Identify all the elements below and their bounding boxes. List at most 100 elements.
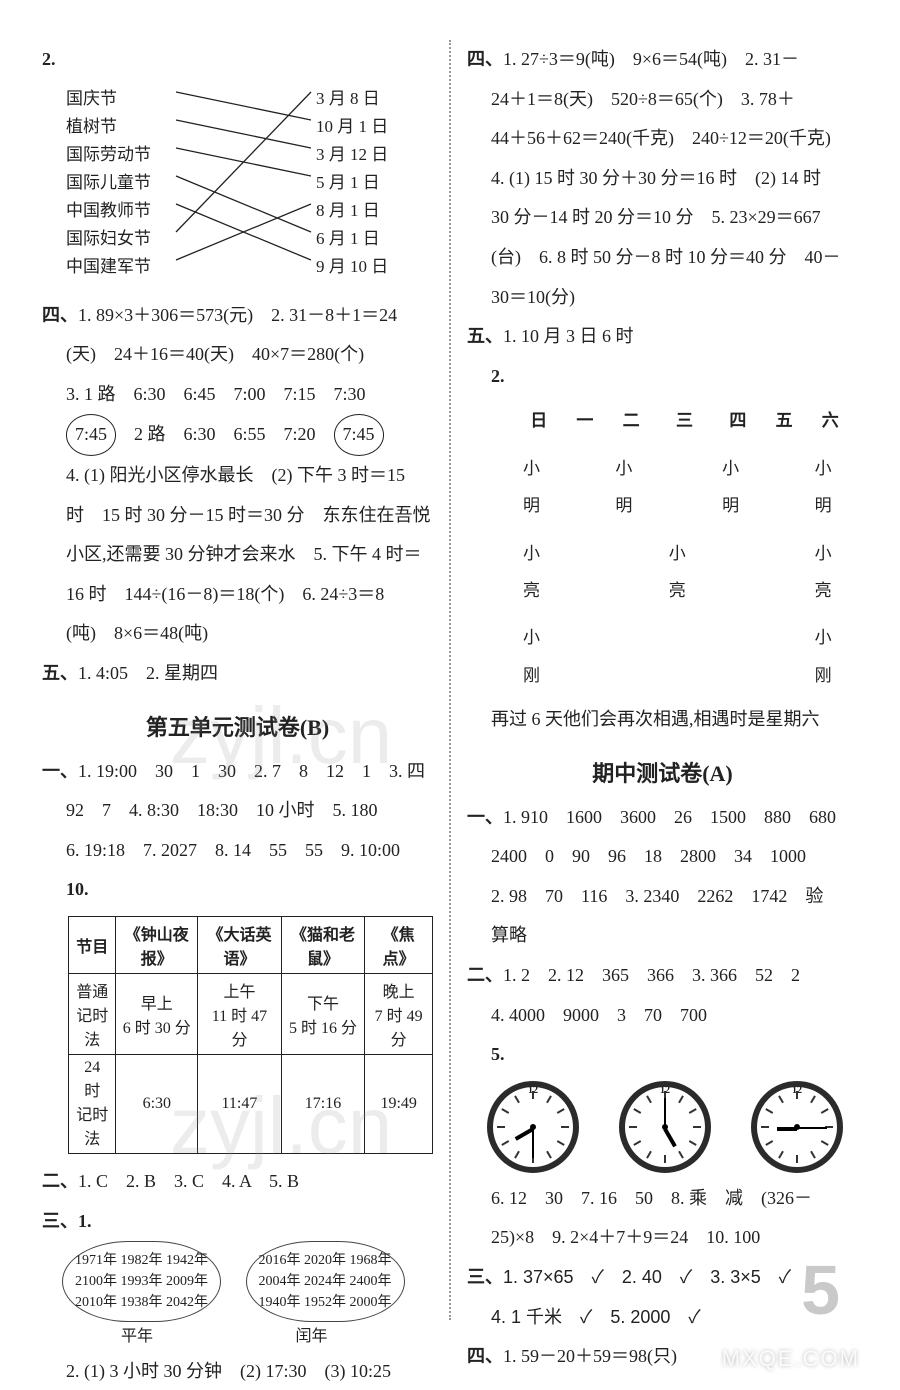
m2-l3: 6. 12 30 7. 16 50 8. 乘 减 (326－ xyxy=(491,1179,858,1219)
sched-cell xyxy=(766,531,803,614)
l-sec4-l4: 7:45 2 路 6:30 6:55 7:20 7:45 xyxy=(66,414,433,456)
midterm-a-title: 期中测试卷(A) xyxy=(467,756,858,788)
tv-cell: 19:49 xyxy=(365,1054,433,1153)
b1-table-num: 10. xyxy=(66,879,89,899)
sched-cell: 小明 xyxy=(513,446,564,529)
b3: 三、1. xyxy=(42,1202,433,1242)
l-sec4-l4b: 2 路 6:30 6:55 7:20 xyxy=(116,424,334,444)
l-sec4-l2: (天) 24＋16＝40(天) 40×7＝280(个) xyxy=(66,335,433,375)
sched-cell xyxy=(566,446,603,529)
r-sec4-l1t: 1. 27÷3＝9(吨) 9×6＝54(吨) 2. 31－ xyxy=(503,49,799,69)
footer-watermark: MXQE.COM xyxy=(722,1346,860,1372)
sched-cell xyxy=(566,615,603,698)
unit5-test-b-title: 第五单元测试卷(B) xyxy=(42,710,433,742)
m3-l1: 三、1. 37×65 ✓ 2. 40 ✓ 3. 3×5 ✓ xyxy=(467,1258,858,1298)
b1-l3: 6. 19:18 7. 2027 8. 14 55 55 9. 10:00 xyxy=(66,831,433,871)
m2-l2: 4. 4000 9000 3 70 700 xyxy=(491,996,858,1036)
clock-2: 12 xyxy=(751,1081,843,1173)
clock-pin xyxy=(662,1124,668,1130)
year-labels: 平年 闰年 xyxy=(52,1322,433,1346)
sched-cell xyxy=(566,531,603,614)
r-sec4-l5: 30 分－14 时 20 分＝10 分 5. 23×29＝667 xyxy=(491,198,858,238)
m3-head: 三、 xyxy=(467,1267,503,1287)
b1-l1t: 1. 19:00 30 1 30 2. 7 8 12 1 3. 四 xyxy=(78,761,425,781)
run-bubble: 2016年 2020年 1968年2004年 2024年 2400年1940年 … xyxy=(246,1241,405,1322)
b1-l1: 一、1. 19:00 30 1 30 2. 7 8 12 1 3. 四 xyxy=(42,752,433,792)
clock-pin xyxy=(530,1124,536,1130)
r-sec4-l7: 30＝10(分) xyxy=(491,278,858,318)
r-sec5-head: 五、 xyxy=(467,326,503,346)
sched-cell: 小亮 xyxy=(805,531,856,614)
m2-l1: 二、1. 2 2. 12 365 366 3. 366 52 2 xyxy=(467,956,858,996)
sched-cell: 小明 xyxy=(712,446,763,529)
b1-head: 一、 xyxy=(42,761,78,781)
b2-txt: 1. C 2. B 3. C 4. A 5. B xyxy=(78,1171,299,1191)
r-sec4-l3: 44＋56＋62＝240(千克) 240÷12＝20(千克) xyxy=(491,119,858,159)
tv-cell: 普通记时法 xyxy=(69,973,116,1054)
tv-cell: 6:30 xyxy=(116,1054,198,1153)
tv-cell: 上午11 时 47 分 xyxy=(198,973,281,1054)
tv-head-cell: 《钟山夜报》 xyxy=(116,916,198,973)
clock-pin xyxy=(794,1124,800,1130)
b1-tnum: 10. xyxy=(66,870,433,910)
l-sec5-head: 五、 xyxy=(42,663,78,683)
sched-cell: 小刚 xyxy=(513,615,564,698)
r-sec5-n2: 2. xyxy=(491,366,505,386)
left-column: 2. 国庆节植树节国际劳动节国际儿童节中国教师节国际妇女节中国建军节3 月 8 … xyxy=(30,40,445,1360)
sched-cell xyxy=(766,446,803,529)
clock-0: 12 xyxy=(487,1081,579,1173)
l-sec4-l8: 16 时 144÷(16－8)＝18(个) 6. 24÷3＝8 xyxy=(66,575,433,615)
l-sec4-l5: 4. (1) 阳光小区停水最长 (2) 下午 3 时＝15 xyxy=(66,456,433,496)
right-column: 四、1. 27÷3＝9(吨) 9×6＝54(吨) 2. 31－ 24＋1＝8(天… xyxy=(455,40,870,1360)
sched-cell: 四 xyxy=(712,398,763,443)
sched-cell: 小明 xyxy=(605,446,656,529)
tv-head-cell: 《焦点》 xyxy=(365,916,433,973)
m1-l1t: 1. 910 1600 3600 26 1500 880 680 xyxy=(503,807,836,827)
sched-cell xyxy=(659,446,710,529)
tv-cell: 11:47 xyxy=(198,1054,281,1153)
year-bubbles: 1971年 1982年 1942年2100年 1993年 2009年2010年 … xyxy=(52,1241,433,1322)
match-lines xyxy=(66,80,426,276)
m1-l2: 2400 0 90 96 18 2800 34 1000 xyxy=(491,837,858,877)
page-number: 5 xyxy=(801,1250,840,1330)
b3-num1: 1. xyxy=(78,1211,92,1231)
l-sec5: 五、1. 4:05 2. 星期四 xyxy=(42,654,433,694)
m1-l4: 算略 xyxy=(491,916,858,956)
clock-1: 12 xyxy=(619,1081,711,1173)
tv-cell: 24 时记时法 xyxy=(69,1054,116,1153)
l-sec4-l9: (吨) 8×6＝48(吨) xyxy=(66,614,433,654)
r-sec4-l4: 4. (1) 15 时 30 分＋30 分＝16 时 (2) 14 时 xyxy=(491,159,858,199)
m2-cn: 5. xyxy=(491,1044,505,1064)
l-sec4-l6: 时 15 时 30 分－15 时＝30 分 东东住在吾悦 xyxy=(66,496,433,536)
m2-clocks-num: 5. xyxy=(491,1035,858,1075)
r-sec5-num2: 2. 日一二三四五六小明小明小明小明小亮小亮小亮小刚小刚 xyxy=(491,357,858,700)
tv-cell: 晚上7 时 49 分 xyxy=(365,973,433,1054)
m2-l1t: 1. 2 2. 12 365 366 3. 366 52 2 xyxy=(503,965,800,985)
weekly-schedule: 日一二三四五六小明小明小明小明小亮小亮小亮小刚小刚 xyxy=(511,396,858,700)
m1-l3: 2. 98 70 116 3. 2340 2262 1742 验 xyxy=(491,877,858,917)
tv-head-cell: 《大话英语》 xyxy=(198,916,281,973)
r-sec4-l1: 四、1. 27÷3＝9(吨) 9×6＝54(吨) 2. 31－ xyxy=(467,40,858,80)
minute-hand xyxy=(532,1128,534,1158)
m3-txt: 1. 37×65 ✓ 2. 40 ✓ 3. 3×5 ✓ xyxy=(503,1267,791,1287)
ping-label: 平年 xyxy=(52,1322,222,1346)
l-sec4-l7: 小区,还需要 30 分钟才会来水 5. 下午 4 时＝ xyxy=(66,535,433,575)
tv-head-cell: 节目 xyxy=(69,916,116,973)
r-sec4-l6: (台) 6. 8 时 50 分－8 时 10 分＝40 分 40－ xyxy=(491,238,858,278)
m4-txt: 1. 59－20＋59＝98(只) xyxy=(503,1346,677,1366)
sched-cell: 三 xyxy=(659,398,710,443)
sched-cell xyxy=(712,615,763,698)
m4-head: 四、 xyxy=(467,1346,503,1366)
r-sec5-l1t: 1. 10 月 3 日 6 时 xyxy=(503,326,634,346)
sched-cell: 小亮 xyxy=(513,531,564,614)
matching-block: 2. 国庆节植树节国际劳动节国际儿童节中国教师节国际妇女节中国建军节3 月 8 … xyxy=(42,40,433,290)
m2-head: 二、 xyxy=(467,965,503,985)
r-sec5-l1: 五、1. 10 月 3 日 6 时 xyxy=(467,317,858,357)
r-sec4-head: 四、 xyxy=(467,49,503,69)
b1-l2: 92 7 4. 8:30 18:30 10 小时 5. 180 xyxy=(66,791,433,831)
page: 2. 国庆节植树节国际劳动节国际儿童节中国教师节国际妇女节中国建军节3 月 8 … xyxy=(0,0,900,1390)
sched-cell xyxy=(766,615,803,698)
sched-cell: 六 xyxy=(805,398,856,443)
tv-head-cell: 《猫和老鼠》 xyxy=(281,916,365,973)
l-sec4-head: 四、 xyxy=(42,305,78,325)
